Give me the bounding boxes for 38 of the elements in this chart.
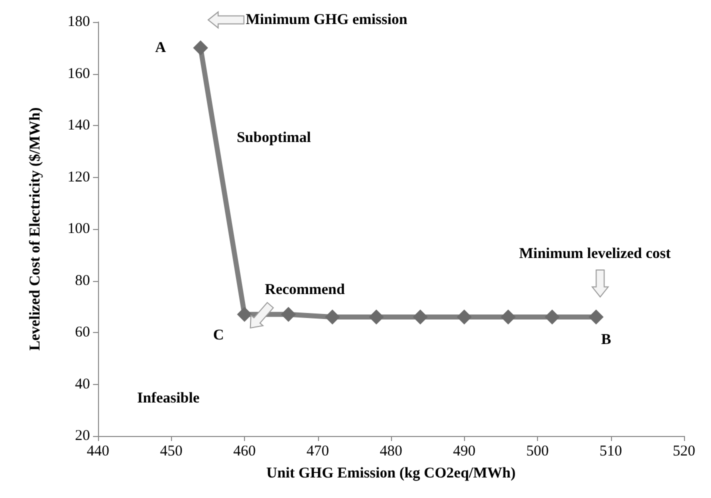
point xyxy=(280,306,296,322)
y-tick-label: 180 xyxy=(68,14,90,30)
y-tick-label: 60 xyxy=(75,324,90,340)
annotation: Recommend xyxy=(264,282,346,298)
point xyxy=(193,40,208,56)
annotation: Suboptimal xyxy=(236,130,311,146)
x-tick-label: 460 xyxy=(233,444,256,460)
x-tick-label: 440 xyxy=(86,444,110,460)
x-tick-label: 450 xyxy=(160,444,182,460)
point xyxy=(324,309,340,324)
y-tick-label: 160 xyxy=(68,66,90,82)
y-tick-label: 80 xyxy=(75,272,90,289)
x-tick-label: 490 xyxy=(453,444,476,460)
y-tick-label: 40 xyxy=(75,376,90,392)
annotation: Minimum levelized cost xyxy=(519,246,671,262)
point xyxy=(544,309,560,324)
x-axis-title: Unit GHG Emission (kg CO2eq/MWh) xyxy=(266,466,516,482)
point xyxy=(368,309,384,324)
point xyxy=(500,309,516,324)
x-tick-label: 500 xyxy=(526,444,549,460)
annotation: C xyxy=(213,327,224,344)
point xyxy=(237,306,252,322)
annotation: Infeasible xyxy=(137,390,200,407)
x-tick-label: 480 xyxy=(380,444,402,460)
annotation: B xyxy=(601,332,612,348)
point xyxy=(412,309,428,324)
y-tick-label: 120 xyxy=(68,169,90,186)
x-tick-label: 470 xyxy=(306,444,329,460)
y-tick-label: 140 xyxy=(68,118,90,134)
point xyxy=(588,309,604,324)
x-tick-label: 510 xyxy=(600,444,622,460)
y-tick-label: 100 xyxy=(68,221,90,237)
point xyxy=(456,309,472,324)
x-tick-label: 520 xyxy=(672,444,696,460)
annotation: A xyxy=(155,40,166,56)
annotation: Minimum GHG emission xyxy=(246,12,408,28)
y-tick-label: 20 xyxy=(75,428,90,444)
y-axis-title: Levelized Cost of Electricity ($/MWh) xyxy=(28,107,44,351)
